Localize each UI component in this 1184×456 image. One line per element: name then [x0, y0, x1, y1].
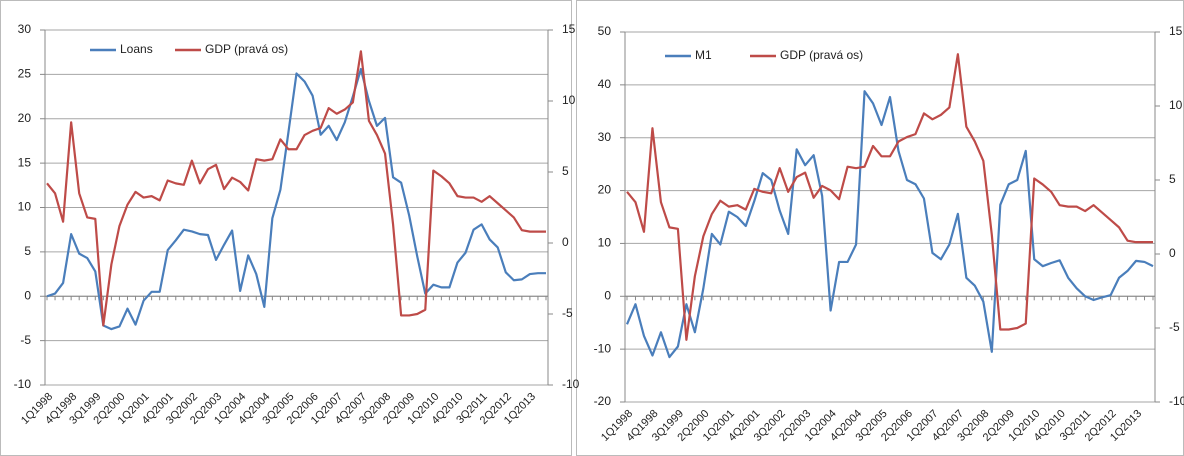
series-line — [625, 90, 1154, 359]
y-tick-label: 40 — [598, 77, 612, 91]
series-line — [46, 50, 546, 327]
y2-tick-label: 5 — [562, 164, 569, 178]
y-tick-label: 10 — [18, 200, 32, 214]
legend-label: GDP (pravá os) — [780, 48, 863, 62]
y-tick-label: 15 — [18, 155, 32, 169]
y2-tick-label: 15 — [562, 22, 576, 36]
y-tick-label: -20 — [594, 394, 612, 408]
y2-tick-label: -10 — [562, 377, 580, 391]
y-tick-label: 30 — [18, 22, 32, 36]
chart-panel — [0, 0, 572, 456]
chart-panel — [576, 0, 1184, 456]
y-tick-label: 25 — [18, 67, 32, 81]
y2-tick-label: -5 — [562, 306, 573, 320]
y-tick-label: -5 — [20, 333, 31, 347]
y2-tick-label: 10 — [562, 93, 576, 107]
y2-tick-label: -10 — [1169, 394, 1184, 408]
y2-tick-label: -5 — [1169, 320, 1180, 334]
y2-tick-label: 0 — [562, 235, 569, 249]
y-tick-label: 0 — [604, 288, 611, 302]
y2-tick-label: 5 — [1169, 172, 1176, 186]
y2-tick-label: 0 — [1169, 246, 1176, 260]
y-tick-label: 20 — [598, 183, 612, 197]
y-tick-label: 5 — [24, 244, 31, 258]
y-tick-label: -10 — [594, 341, 612, 355]
legend-label: Loans — [120, 42, 153, 56]
y-tick-label: 50 — [598, 24, 612, 38]
series-line — [46, 67, 546, 331]
y-tick-label: 20 — [18, 111, 32, 125]
y-tick-label: 30 — [598, 130, 612, 144]
y2-tick-label: 10 — [1169, 98, 1183, 112]
y2-tick-label: 15 — [1169, 24, 1183, 38]
y-tick-label: 10 — [598, 236, 612, 250]
series-line — [626, 53, 1153, 341]
legend-label: M1 — [695, 48, 712, 62]
y-tick-label: 0 — [24, 288, 31, 302]
legend-label: GDP (pravá os) — [205, 42, 288, 56]
y-tick-label: -10 — [14, 377, 32, 391]
